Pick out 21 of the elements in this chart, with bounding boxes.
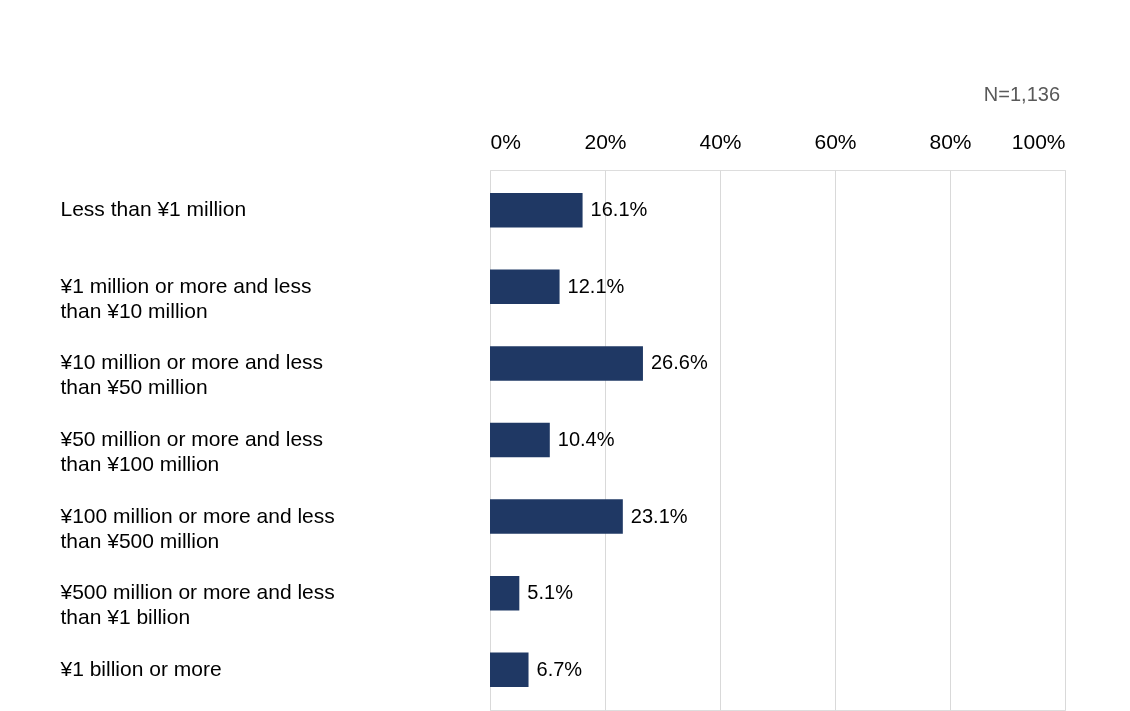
- x-tick-label: 80%: [929, 129, 972, 153]
- data-label: 6.7%: [536, 657, 583, 680]
- x-tick-label: 0%: [490, 129, 521, 153]
- text: N=1,136: [983, 83, 1060, 105]
- x-tick-label: 40%: [699, 129, 742, 153]
- x-tick-label: 20%: [584, 129, 627, 153]
- data-label: 12.1%: [567, 274, 625, 297]
- data-label: 26.6%: [650, 351, 708, 374]
- y-tick-label: ¥1 million or more and less than ¥10 million: [59, 273, 312, 322]
- y-tick-label: ¥50 million or more and less than ¥100 million: [59, 427, 324, 475]
- data-label: 16.1%: [590, 198, 648, 221]
- x-tick-label: 60%: [814, 129, 857, 153]
- y-tick-label: Less than ¥1 million: [60, 197, 247, 221]
- x-tick-label: 100%: [1011, 129, 1066, 153]
- data-label: 23.1%: [630, 504, 688, 527]
- y-tick-label: ¥100 million or more and less than ¥500 million: [59, 503, 335, 552]
- y-tick-label: ¥500 million or more and less than ¥1 billion: [59, 580, 335, 629]
- y-tick-label: ¥1 billion or more: [59, 656, 222, 680]
- y-tick-label: ¥10 million or more and less than ¥50 million: [59, 350, 324, 399]
- data-label: 5.1%: [527, 581, 574, 604]
- data-label: 10.4%: [557, 428, 615, 450]
